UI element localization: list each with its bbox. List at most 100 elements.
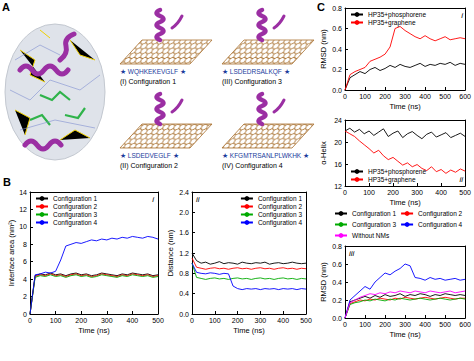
svg-text:(I) Configuration 1: (I) Configuration 1	[120, 78, 176, 86]
svg-text:200: 200	[387, 189, 399, 196]
svg-text:500: 500	[439, 321, 451, 328]
svg-text:Configuration 4: Configuration 4	[418, 221, 462, 229]
svg-text:0.4: 0.4	[332, 46, 342, 53]
svg-text:300: 300	[411, 189, 423, 196]
svg-text:i: i	[461, 11, 463, 20]
svg-text:0: 0	[343, 189, 347, 196]
svg-text:iii: iii	[349, 249, 355, 258]
svg-text:Time (ns): Time (ns)	[233, 326, 265, 335]
svg-text:300: 300	[101, 317, 113, 324]
svg-text:1.2: 1.2	[179, 250, 189, 257]
svg-text:Time (ns): Time (ns)	[389, 102, 421, 111]
svg-text:2.4: 2.4	[179, 189, 189, 196]
svg-text:6: 6	[23, 258, 27, 265]
svg-text:0.4: 0.4	[332, 279, 342, 286]
svg-text:500: 500	[459, 189, 471, 196]
svg-text:20: 20	[334, 139, 342, 146]
svg-text:RMSD (nm): RMSD (nm)	[319, 29, 328, 69]
svg-text:0: 0	[343, 93, 347, 100]
svg-text:Configuration 1: Configuration 1	[352, 210, 396, 218]
svg-text:600: 600	[459, 321, 471, 328]
svg-text:ii: ii	[459, 175, 463, 184]
svg-text:400: 400	[419, 321, 431, 328]
svg-text:★ LSDEDVEGLF ★: ★ LSDEDVEGLF ★	[120, 152, 179, 159]
svg-text:0.2: 0.2	[332, 66, 342, 73]
svg-text:2: 2	[23, 293, 27, 300]
svg-text:B: B	[3, 176, 11, 188]
svg-text:300: 300	[255, 317, 267, 324]
svg-text:600: 600	[459, 93, 471, 100]
svg-text:0.8: 0.8	[332, 5, 342, 12]
svg-text:Time (ns): Time (ns)	[78, 326, 110, 335]
svg-text:500: 500	[152, 317, 164, 324]
svg-text:ii: ii	[196, 195, 200, 204]
svg-text:8: 8	[23, 241, 27, 248]
svg-text:Configuration 4: Configuration 4	[53, 219, 97, 227]
svg-text:14: 14	[19, 189, 27, 196]
svg-text:C: C	[317, 1, 325, 13]
svg-text:0.0: 0.0	[179, 311, 189, 318]
svg-text:Configuration 2: Configuration 2	[418, 210, 462, 218]
svg-text:Configuration 3: Configuration 3	[258, 211, 302, 219]
svg-text:200: 200	[232, 317, 244, 324]
svg-text:0.6: 0.6	[332, 25, 342, 32]
svg-text:200: 200	[379, 93, 391, 100]
svg-text:Distance (nm): Distance (nm)	[166, 229, 175, 276]
svg-text:Interface area (nm²): Interface area (nm²)	[7, 219, 16, 286]
svg-text:Configuration 3: Configuration 3	[352, 221, 396, 229]
svg-text:A: A	[2, 1, 10, 13]
svg-text:100: 100	[50, 317, 62, 324]
svg-text:0.6: 0.6	[332, 261, 342, 268]
svg-text:Configuration 3: Configuration 3	[53, 211, 97, 219]
svg-text:★ WQHKEKEVGLF ★: ★ WQHKEKEVGLF ★	[120, 68, 186, 76]
svg-text:(IV) Configuration 4: (IV) Configuration 4	[222, 162, 283, 170]
svg-text:Configuration 2: Configuration 2	[258, 203, 302, 211]
svg-text:α-Helix: α-Helix	[319, 141, 328, 165]
svg-text:★ KFGMTRSANLPLWKHK ★: ★ KFGMTRSANLPLWKHK ★	[222, 152, 309, 159]
svg-text:300: 300	[399, 93, 411, 100]
svg-text:0.2: 0.2	[332, 297, 342, 304]
svg-text:4: 4	[23, 276, 27, 283]
svg-text:Configuration 2: Configuration 2	[53, 203, 97, 211]
svg-text:(II) Configuration 2: (II) Configuration 2	[120, 162, 178, 170]
svg-text:400: 400	[277, 317, 289, 324]
svg-text:Without NMs: Without NMs	[352, 232, 390, 239]
svg-text:200: 200	[75, 317, 87, 324]
svg-text:300: 300	[399, 321, 411, 328]
svg-text:10: 10	[19, 223, 27, 230]
svg-text:500: 500	[300, 317, 312, 324]
svg-text:500: 500	[439, 93, 451, 100]
svg-text:Configuration 1: Configuration 1	[53, 195, 97, 203]
svg-text:★ LSDEDRSALKQF ★: ★ LSDEDRSALKQF ★	[222, 68, 290, 76]
svg-text:12: 12	[334, 183, 342, 190]
svg-text:Configuration 1: Configuration 1	[258, 195, 302, 203]
svg-text:Time (ns): Time (ns)	[389, 198, 421, 207]
svg-text:100: 100	[209, 317, 221, 324]
svg-text:RMSD (nm): RMSD (nm)	[319, 262, 328, 302]
svg-text:Time (ns): Time (ns)	[389, 330, 421, 339]
svg-text:100: 100	[359, 321, 371, 328]
svg-text:200: 200	[379, 321, 391, 328]
svg-text:0: 0	[28, 317, 32, 324]
svg-text:0: 0	[190, 317, 194, 324]
svg-text:Configuration 4: Configuration 4	[258, 219, 302, 227]
svg-text:100: 100	[359, 93, 371, 100]
svg-text:(III) Configuration 3: (III) Configuration 3	[222, 78, 282, 86]
svg-text:HP35+phosphorene: HP35+phosphorene	[368, 11, 426, 19]
svg-text:1.6: 1.6	[179, 229, 189, 236]
svg-text:0.0: 0.0	[332, 87, 342, 94]
svg-text:0.8: 0.8	[332, 243, 342, 250]
svg-text:HP35+graphene: HP35+graphene	[368, 176, 416, 184]
svg-text:0.0: 0.0	[332, 315, 342, 322]
svg-text:400: 400	[435, 189, 447, 196]
svg-text:0.4: 0.4	[179, 290, 189, 297]
svg-text:16: 16	[334, 161, 342, 168]
svg-text:0: 0	[343, 321, 347, 328]
svg-text:HP35+graphene: HP35+graphene	[368, 19, 416, 27]
svg-text:HP35+phosphorene: HP35+phosphorene	[368, 168, 426, 176]
svg-text:400: 400	[127, 317, 139, 324]
svg-text:i: i	[152, 195, 154, 204]
svg-text:12: 12	[19, 206, 27, 213]
svg-text:400: 400	[419, 93, 431, 100]
svg-text:0: 0	[23, 311, 27, 318]
